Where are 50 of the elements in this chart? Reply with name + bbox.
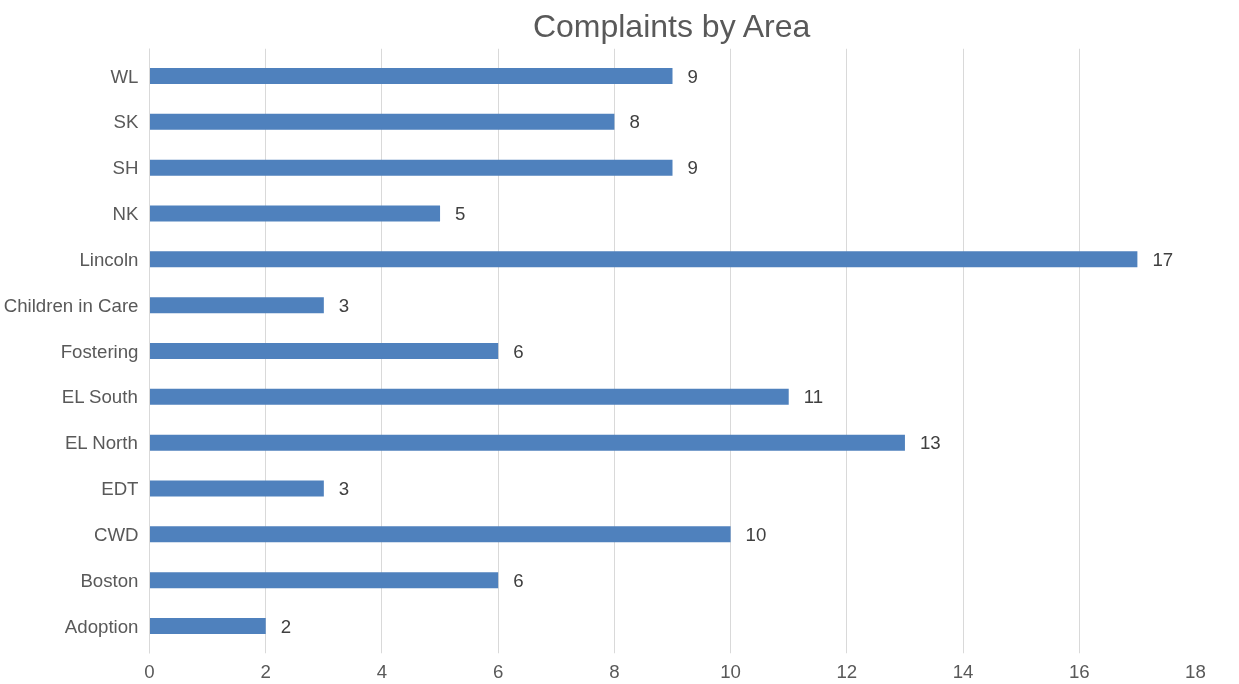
x-tick-label: 6 <box>492 660 504 682</box>
x-tick-label: 4 <box>376 660 388 682</box>
y-tick-label: Adoption <box>64 615 139 637</box>
bar <box>149 67 673 85</box>
data-label: 6 <box>513 569 524 591</box>
y-tick-label: Boston <box>80 569 139 591</box>
x-tick-label: 12 <box>836 660 858 682</box>
x-tick-label: 14 <box>952 660 974 682</box>
data-label: 8 <box>629 111 640 133</box>
bar <box>149 342 499 360</box>
y-tick-label: SH <box>112 157 139 179</box>
data-label: 13 <box>919 432 941 454</box>
bar <box>149 251 1138 268</box>
data-label: 9 <box>687 157 698 179</box>
y-tick-label: CWD <box>93 523 139 545</box>
bar <box>149 572 499 589</box>
data-label: 11 <box>803 386 824 408</box>
data-label: 3 <box>338 294 350 316</box>
data-label: 2 <box>280 615 292 637</box>
y-tick-label: NK <box>112 203 140 224</box>
x-tick-label: 18 <box>1185 660 1206 682</box>
y-tick-label: WL <box>110 65 139 87</box>
bar <box>149 388 789 405</box>
bar <box>149 480 324 497</box>
data-label: 9 <box>687 65 698 87</box>
y-tick-label: SK <box>113 111 140 133</box>
y-tick-label: EL South <box>61 386 138 408</box>
x-tick-label: 10 <box>720 660 741 682</box>
data-label: 17 <box>1152 248 1174 270</box>
data-label: 3 <box>338 478 350 499</box>
bar <box>149 526 731 543</box>
bar <box>149 159 673 176</box>
x-tick-label: 8 <box>609 660 620 682</box>
y-tick-label: Children in Care <box>3 294 139 316</box>
x-tick-label: 2 <box>260 660 271 682</box>
y-tick-label: EL North <box>64 432 138 454</box>
x-tick-label: 16 <box>1068 660 1090 682</box>
x-tick-label: 0 <box>144 660 155 682</box>
bar <box>149 434 905 451</box>
bar <box>149 297 324 314</box>
y-tick-label: Lincoln <box>79 248 139 270</box>
data-label: 5 <box>455 203 466 224</box>
chart-title: Complaints by Area <box>532 7 811 44</box>
y-tick-label: Fostering <box>60 340 139 362</box>
y-tick-label: EDT <box>101 478 139 499</box>
data-label: 10 <box>745 523 767 545</box>
bar <box>149 113 615 130</box>
bar <box>149 205 441 222</box>
data-label: 6 <box>513 340 524 362</box>
bar <box>149 617 266 635</box>
